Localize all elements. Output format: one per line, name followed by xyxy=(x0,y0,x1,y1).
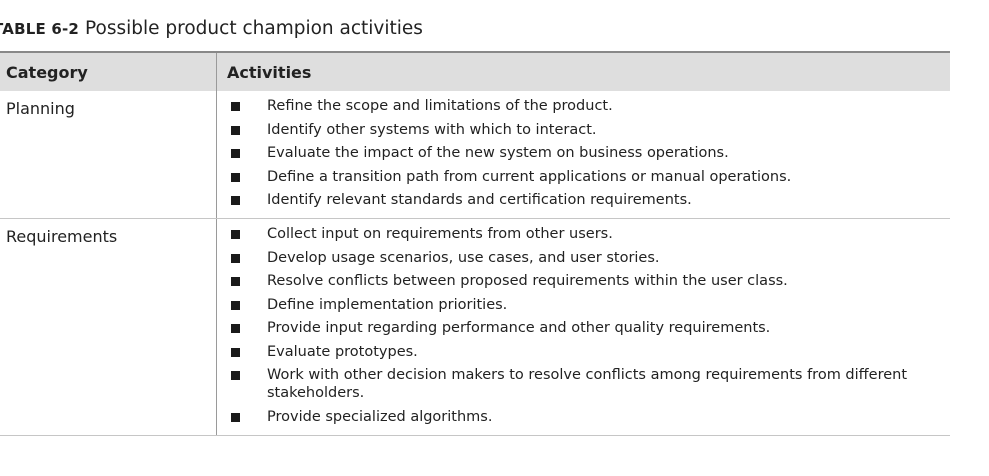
activity-item: Work with other decision makers to resol… xyxy=(217,366,950,402)
activity-text: Refine the scope and limitations of the … xyxy=(267,98,613,114)
activity-item: Define a transition path from current ap… xyxy=(217,168,950,186)
activity-list: Collect input on requirements from other… xyxy=(217,225,950,426)
square-bullet-icon xyxy=(231,347,240,357)
activity-text: Identify other systems with which to int… xyxy=(267,121,597,138)
activity-text: Resolve conflicts between proposed requi… xyxy=(267,273,788,289)
activities-cell: Refine the scope and limitations of the … xyxy=(216,91,950,219)
square-bullet-icon xyxy=(231,371,240,380)
square-bullet-icon xyxy=(231,149,240,158)
product-champion-table: Category Activities Planning Refine the … xyxy=(0,51,950,436)
activity-text: Provide input regarding performance and … xyxy=(267,320,771,336)
table-number: TABLE 6-2 xyxy=(0,20,80,38)
activity-item: Provide specialized algorithms. xyxy=(217,408,950,426)
activity-item: Identify other systems with which to int… xyxy=(217,121,950,139)
square-bullet-icon xyxy=(231,230,240,239)
activity-text: Provide specialized algorithms. xyxy=(267,408,493,425)
table-row: Planning Refine the scope and limitation… xyxy=(0,91,950,219)
square-bullet-icon xyxy=(231,196,240,205)
category-cell: Planning xyxy=(0,91,217,219)
activity-item: Define implementation priorities. xyxy=(217,296,950,314)
square-bullet-icon xyxy=(231,102,240,111)
activity-item: Provide input regarding performance and … xyxy=(217,319,950,337)
activity-item: Develop usage scenarios, use cases, and … xyxy=(217,249,950,267)
activity-text: Collect input on requirements from other… xyxy=(267,226,613,242)
table-caption: TABLE 6-2 Possible product champion activ… xyxy=(0,15,423,41)
activity-item: Evaluate the impact of the new system on… xyxy=(217,144,950,162)
column-header-category: Category xyxy=(0,51,217,91)
table-header-row: Category Activities xyxy=(0,51,950,91)
square-bullet-icon xyxy=(231,324,240,333)
column-header-activities: Activities xyxy=(216,51,950,91)
square-bullet-icon xyxy=(231,412,240,422)
activity-item: Resolve conflicts between proposed requi… xyxy=(217,272,950,290)
square-bullet-icon xyxy=(231,300,240,310)
category-cell: Requirements xyxy=(0,218,217,436)
activity-text: Evaluate the impact of the new system on… xyxy=(267,145,729,161)
table-row: Requirements Collect input on requiremen… xyxy=(0,218,950,436)
activity-item: Evaluate prototypes. xyxy=(217,343,950,361)
square-bullet-icon xyxy=(231,172,240,182)
activities-cell: Collect input on requirements from other… xyxy=(216,218,950,436)
activity-text: Define a transition path from current ap… xyxy=(267,168,792,185)
table-title: Possible product champion activities xyxy=(85,18,423,39)
activity-text: Work with other decision makers to resol… xyxy=(267,367,908,401)
activity-text: Develop usage scenarios, use cases, and … xyxy=(267,249,660,266)
activity-list: Refine the scope and limitations of the … xyxy=(217,97,950,209)
activity-text: Evaluate prototypes. xyxy=(267,343,418,360)
activity-text: Define implementation priorities. xyxy=(267,296,508,313)
activity-text: Identify relevant standards and certific… xyxy=(267,192,692,208)
activity-item: Refine the scope and limitations of the … xyxy=(217,97,950,115)
activity-item: Collect input on requirements from other… xyxy=(217,225,950,243)
square-bullet-icon xyxy=(231,253,240,263)
square-bullet-icon xyxy=(231,277,240,286)
square-bullet-icon xyxy=(231,125,240,135)
activity-item: Identify relevant standards and certific… xyxy=(217,191,950,209)
